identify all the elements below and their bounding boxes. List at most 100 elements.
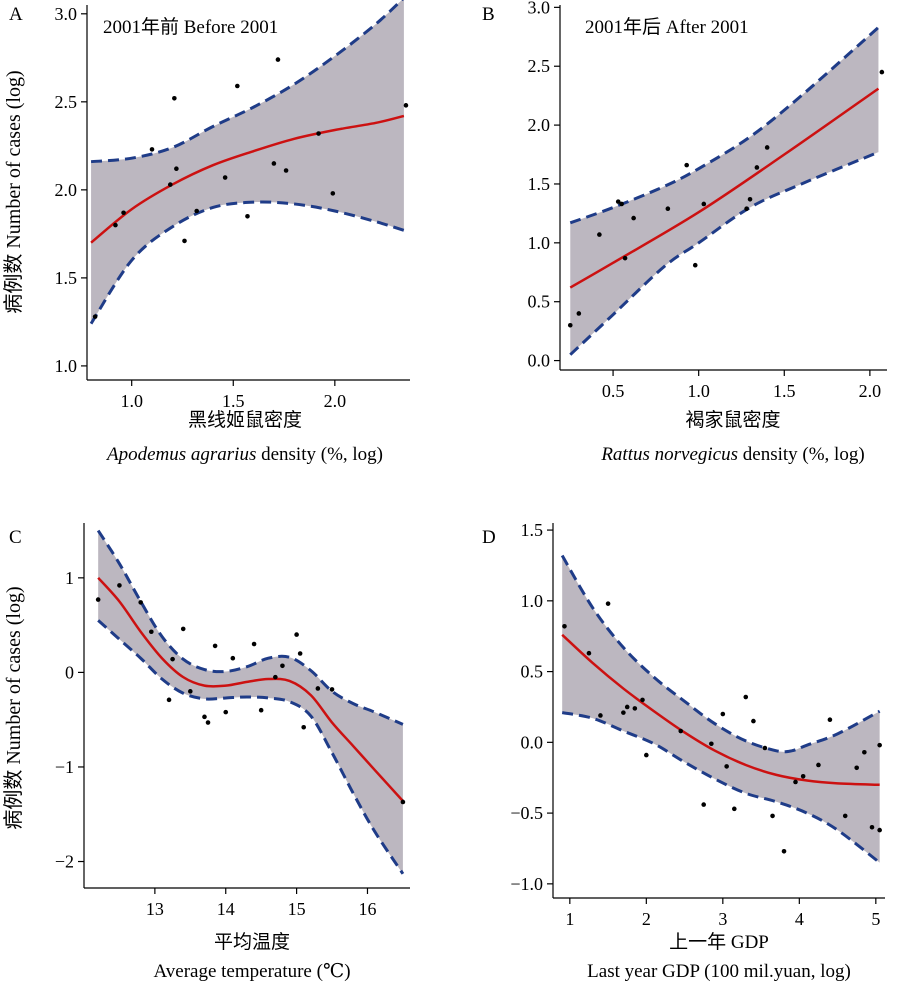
panel-b-data-point: [744, 206, 749, 211]
panel-c-data-point: [166, 697, 172, 703]
panel-a-upper-bound: [90, 0, 404, 164]
panel-d-data-point: [720, 711, 726, 717]
panel-d-xlabel-cn: 上一年 GDP: [669, 931, 769, 953]
panel-c-data-point: [273, 674, 278, 680]
panel-c-confidence-band: [98, 530, 403, 874]
panel-c: C 平均温度 Average temperature (℃) 13 14 15 16 −…: [9, 523, 410, 982]
panel-b-data-point: [692, 262, 698, 268]
panel-a-xlabel-italic: Apodemus agrarius: [105, 444, 256, 465]
panel-a-y-tick-label: 1.5: [55, 268, 78, 288]
panel-d-y-tick-label: 0.0: [521, 732, 544, 752]
panel-b-data-point: [764, 145, 770, 150]
panel-d-data-point: [762, 745, 768, 751]
panel-d-data-point: [862, 749, 867, 755]
panel-d-y-tick-label: 1.0: [521, 591, 544, 611]
panel-d-data-point: [800, 774, 806, 779]
panel-b-upper-bound: [569, 26, 880, 225]
panel-b-y-tick-label: 3.0: [528, 0, 551, 17]
panel-b-y-tick-label: 0.5: [528, 292, 551, 312]
panel-a-data-point: [330, 191, 336, 196]
panel-c-data-point: [202, 714, 207, 720]
panel-b-y-tick-label: 0.0: [528, 351, 551, 371]
panel-c-y-tick-label: −1: [55, 757, 74, 777]
panel-a-data-point: [222, 175, 228, 180]
panel-d-y-tick-label: 1.5: [521, 520, 544, 540]
y-axis-label-top: 病例数 Number of cases (log): [2, 70, 25, 313]
panel-d-xlabel-en: Last year GDP (100 mil.yuan, log): [587, 961, 851, 982]
panel-c-data-point: [329, 687, 335, 692]
panel-c-x-tick-label: 15: [288, 899, 306, 919]
panel-d-data-point: [842, 813, 848, 819]
panel-c-data-point: [400, 799, 406, 805]
panel-d-x-tick-label: 2: [642, 909, 651, 929]
panel-a-y-tick-label: 1.0: [55, 356, 78, 376]
panel-d: D 上一年 GDP Last year GDP (100 mil.yuan, l…: [482, 520, 885, 982]
panel-d-x-tick-label: 3: [718, 909, 727, 929]
panel-d-y-tick-label: −0.5: [510, 803, 543, 823]
panel-d-x-tick-label: 1: [565, 909, 574, 929]
panel-d-upper-bound: [560, 554, 881, 754]
panel-a-data-point: [194, 208, 199, 214]
panel-d-data-point: [877, 742, 882, 748]
panel-b-x-tick-label: 0.5: [602, 381, 625, 401]
panel-b-y-tick-label: 2.0: [528, 115, 551, 135]
panel-c-x-tick-label: 16: [358, 899, 376, 919]
panel-a-data-point: [167, 182, 173, 187]
panel-c-data-point: [212, 643, 218, 649]
panel-b-xlabel-italic: Rattus norvegicus: [600, 444, 738, 465]
panel-a-data-point: [235, 83, 240, 89]
panel-d-data-point: [621, 710, 626, 715]
panel-b-y-tick-label: 1.0: [528, 233, 551, 253]
panel-d-data-point: [624, 704, 630, 710]
panel-d-data-point: [724, 764, 729, 769]
panel-a-data-point: [121, 210, 126, 216]
panel-d-data-point: [751, 718, 756, 724]
panel-b-data-point: [684, 162, 689, 168]
panel-c-y-tick-label: 1: [65, 568, 74, 588]
panel-b-fit-line: [569, 87, 880, 289]
panel-c-data-point: [180, 626, 186, 632]
panel-b-data-point: [754, 165, 760, 170]
panel-d-data-point: [562, 624, 567, 629]
panel-a-data-point: [245, 213, 250, 219]
panel-a-xlabel-cn: 黑线姬鼠密度: [188, 409, 302, 431]
panel-d-data-point: [869, 824, 875, 830]
panel-d-data-point: [640, 697, 645, 703]
panel-d-data-point: [793, 779, 798, 785]
panel-c-data-point: [188, 689, 193, 694]
panel-b-xlabel-rest: density (%, log): [738, 444, 865, 465]
panel-d-data-point: [701, 802, 706, 807]
panel-d-data-point: [678, 728, 684, 734]
panel-c-data-point: [138, 600, 143, 605]
panel-a-confidence-band: [91, 0, 404, 324]
panel-b-data-point: [747, 196, 753, 202]
panel-c-data-point: [297, 651, 303, 656]
panel-c-data-point: [301, 724, 307, 730]
panel-d-data-point: [743, 694, 749, 700]
panel-b-data-point: [879, 69, 885, 75]
panel-a-letter: A: [9, 4, 23, 25]
panel-d-lower-bound: [561, 711, 881, 864]
panel-c-xlabel-en: Average temperature (℃): [153, 961, 350, 982]
panel-d-data-point: [586, 650, 592, 656]
panel-b-y-tick-label: 1.5: [528, 174, 551, 194]
panel-b-letter: B: [482, 4, 495, 25]
panel-c-data-point: [230, 655, 236, 661]
panel-a-data-point: [149, 147, 155, 152]
panel-d-data-point: [770, 813, 775, 819]
panel-b-x-tick-label: 2.0: [859, 381, 882, 401]
panel-b-title: 2001年后 After 2001: [585, 16, 749, 38]
panel-a-data-point: [275, 57, 281, 62]
panel-b-data-point: [622, 255, 628, 261]
panel-d-data-point: [709, 741, 714, 747]
panel-a-x-tick-label: 2.0: [324, 391, 347, 411]
panel-d-data-point: [854, 765, 859, 771]
panel-b-data-point: [615, 199, 621, 204]
panel-a-data-point: [182, 238, 187, 244]
panel-a-lower-bound: [89, 200, 405, 325]
panel-c-data-point: [251, 641, 257, 647]
panel-d-y-tick-label: 0.5: [521, 662, 544, 682]
panel-b-data-point: [597, 232, 602, 237]
panel-a-data-point: [113, 222, 118, 228]
